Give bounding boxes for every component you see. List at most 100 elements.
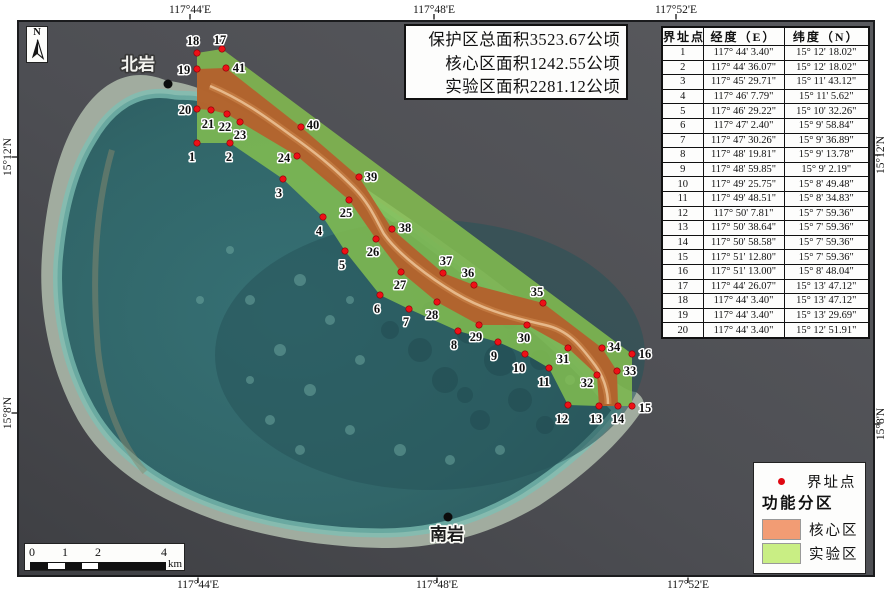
boundary-point-marker — [345, 196, 353, 204]
boundary-point-number: 8 — [451, 338, 457, 352]
boundary-point-marker — [494, 338, 502, 346]
boundary-point-marker — [193, 105, 201, 113]
table-cell: 15° 12' 51.91" — [783, 322, 870, 339]
table-cell: 117° 44' 3.40" — [702, 322, 785, 339]
boundary-point-number: 28 — [426, 308, 439, 322]
boundary-point-marker — [293, 152, 301, 160]
table-cell: 15° 7' 59.36" — [783, 205, 870, 222]
boundary-point-number: 5 — [339, 258, 345, 272]
boundary-point-marker — [433, 298, 441, 306]
boundary-point-marker — [545, 364, 553, 372]
table-row: 16 117° 51' 13.00" 15° 8' 48.04" — [661, 263, 870, 280]
boundary-point-number: 34 — [608, 340, 621, 354]
axis-label-bottom-2: 117°52'E — [666, 579, 710, 591]
table-cell: 15° 8' 34.83" — [783, 190, 870, 207]
table-cell: 117° 50' 58.58" — [702, 234, 785, 251]
table-cell: 15° 7' 59.36" — [783, 249, 870, 265]
area-statistics-box: 保护区总面积3523.67公顷 核心区面积1242.55公顷 实验区面积2281… — [404, 24, 628, 100]
axis-label-left-0: 15°12'N — [2, 138, 14, 176]
boundary-point-number: 39 — [365, 170, 378, 184]
boundary-point-number: 29 — [470, 330, 483, 344]
boundary-point-marker — [207, 106, 215, 114]
axis-label-top-2: 117°52'E — [654, 4, 698, 16]
boundary-point-number: 12 — [556, 412, 569, 426]
table-cell: 117° 49' 25.75" — [702, 176, 785, 192]
rock-label: 南岩 — [430, 524, 464, 544]
boundary-point-marker — [223, 110, 231, 118]
boundary-point-number: 38 — [399, 221, 412, 235]
table-cell: 117° 47' 2.40" — [702, 117, 785, 134]
boundary-point-number: 3 — [276, 186, 282, 200]
table-cell: 117° 44' 3.40" — [702, 45, 785, 61]
table-cell: 11 — [661, 190, 704, 207]
table-cell: 15° 8' 49.48" — [783, 176, 870, 192]
header-point: 界址点 — [661, 26, 704, 46]
table-cell: 16 — [661, 263, 704, 280]
core-zone — [197, 68, 618, 406]
table-header-row: 界址点 经度（E） 纬度（N） — [661, 26, 870, 46]
boundary-point-number: 36 — [462, 266, 475, 280]
boundary-point-number: 25 — [340, 206, 353, 220]
table-cell: 15° 12' 18.02" — [783, 59, 870, 76]
table-row: 14 117° 50' 58.58" 15° 7' 59.36" — [661, 234, 870, 251]
table-cell: 117° 50' 7.81" — [702, 205, 785, 222]
boundary-point-marker — [226, 139, 234, 147]
boundary-point-marker — [539, 299, 547, 307]
table-row: 10 117° 49' 25.75" 15° 8' 49.48" — [661, 176, 870, 192]
table-cell: 15 — [661, 249, 704, 265]
boundary-point-marker — [388, 225, 396, 233]
table-cell: 7 — [661, 132, 704, 149]
axis-label-top-1: 117°48'E — [412, 4, 456, 16]
boundary-point-marker — [564, 401, 572, 409]
boundary-point-number: 10 — [513, 361, 526, 375]
boundary-point-number: 6 — [374, 302, 380, 316]
north-arrow: N — [26, 26, 48, 63]
axis-label-bottom-0: 117°44'E — [176, 579, 220, 591]
table-row: 9 117° 48' 59.85" 15° 9' 2.19" — [661, 161, 870, 178]
scale-tick-1: 1 — [62, 545, 68, 559]
boundary-point-marker — [193, 65, 201, 73]
boundary-point-number: 41 — [233, 61, 246, 75]
scale-tick-0: 0 — [29, 545, 35, 559]
core-zone-swatch — [762, 518, 801, 540]
legend-group-title: 功能分区 — [762, 495, 835, 512]
table-cell: 6 — [661, 117, 704, 134]
graticule-ticks — [11, 14, 881, 583]
table-cell: 117° 45' 29.71" — [702, 74, 785, 90]
table-cell: 15° 7' 59.36" — [783, 234, 870, 251]
boundary-point-marker — [614, 402, 622, 410]
table-cell: 2 — [661, 59, 704, 76]
table-cell: 117° 47' 30.26" — [702, 132, 785, 149]
table-row: 8 117° 48' 19.81" 15° 9' 13.78" — [661, 147, 870, 163]
boundary-point-number: 20 — [179, 103, 192, 117]
table-cell: 117° 46' 7.79" — [702, 88, 785, 105]
table-row: 13 117° 50' 38.64" 15° 7' 59.36" — [661, 220, 870, 236]
table-cell: 117° 51' 12.80" — [702, 249, 785, 265]
boundary-point-marker — [193, 139, 201, 147]
total-area-line: 保护区总面积3523.67公顷 — [428, 30, 620, 49]
boundary-point-marker — [218, 45, 226, 53]
rock-marker — [443, 512, 453, 522]
boundary-point-marker — [355, 173, 363, 181]
boundary-point-marker — [564, 344, 572, 352]
boundary-point-marker — [593, 371, 601, 379]
boundary-point-marker — [439, 269, 447, 277]
table-row: 1 117° 44' 3.40" 15° 12' 18.02" — [661, 45, 870, 61]
header-longitude: 经度（E） — [702, 26, 785, 46]
scale-bar-segments — [30, 562, 166, 570]
axis-label-bottom-1: 117°48'E — [415, 579, 459, 591]
boundary-point-marker — [236, 118, 244, 126]
boundary-point-table: 界址点 经度（E） 纬度（N） 1 117° 44' 3.40" 15° 12' 1… — [661, 26, 870, 339]
boundary-point-number: 32 — [581, 376, 594, 390]
boundary-point-number: 14 — [612, 412, 625, 426]
table-cell: 15° 10' 32.26" — [783, 103, 870, 119]
table-cell: 117° 44' 3.40" — [702, 307, 785, 324]
boundary-point-number: 21 — [202, 117, 215, 131]
table-cell: 19 — [661, 307, 704, 324]
table-row: 11 117° 49' 48.51" 15° 8' 34.83" — [661, 190, 870, 207]
boundary-point-number: 24 — [278, 151, 291, 165]
boundary-point-marker — [341, 247, 349, 255]
boundary-point-marker — [628, 350, 636, 358]
table-row: 6 117° 47' 2.40" 15° 9' 58.84" — [661, 117, 870, 134]
scale-tick-2: 2 — [95, 545, 101, 559]
